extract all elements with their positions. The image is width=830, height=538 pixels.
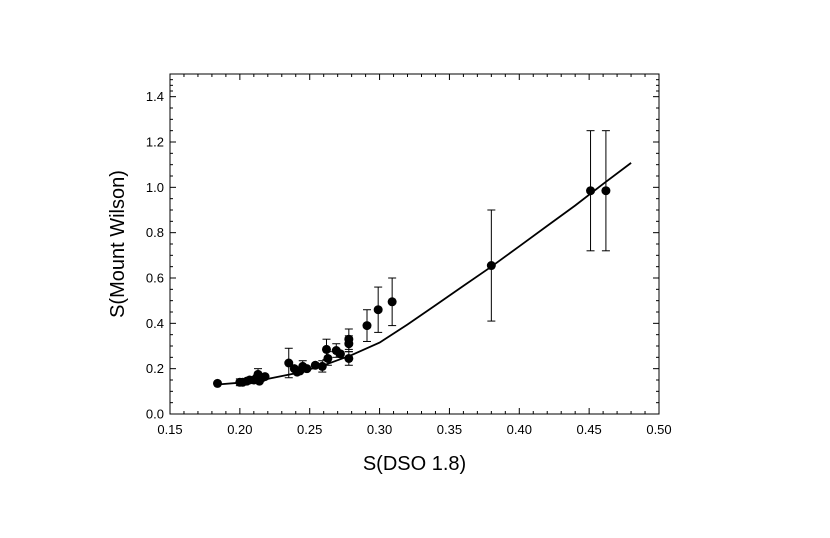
data-point — [335, 349, 345, 359]
data-point — [302, 364, 312, 374]
data-point — [601, 186, 611, 196]
x-tick-label: 0.45 — [576, 422, 601, 437]
y-tick-label: 1.0 — [146, 180, 164, 195]
error-bars — [235, 130, 610, 387]
y-tick-label: 0.8 — [146, 225, 164, 240]
fit-curve — [217, 162, 632, 386]
x-tick-label: 0.15 — [157, 422, 182, 437]
y-tick-label: 0.4 — [146, 316, 164, 331]
x-tick-label: 0.50 — [646, 422, 671, 437]
y-tick-label: 0.0 — [146, 407, 164, 422]
data-point — [373, 305, 383, 315]
x-tick-label: 0.25 — [297, 422, 322, 437]
y-axis-title: S(Mount Wilson) — [107, 170, 129, 318]
x-tick-label: 0.40 — [507, 422, 532, 437]
tick-labels: 0.15 0.20 0.25 0.30 0.35 0.40 0.45 0.50 0.0 0.2 0.… — [146, 89, 672, 437]
fit-curve-group — [217, 162, 632, 386]
data-point — [586, 186, 596, 196]
data-point — [321, 344, 331, 354]
data-point — [260, 372, 270, 382]
data-point — [310, 360, 320, 370]
data-point — [284, 358, 294, 368]
data-point — [344, 353, 354, 363]
x-axis-title: S(DSO 1.8) — [363, 453, 466, 475]
data-point — [344, 339, 354, 349]
data-point — [317, 361, 327, 371]
data-point — [323, 353, 333, 363]
data-points — [213, 186, 611, 388]
y-tick-label: 0.2 — [146, 361, 164, 376]
data-point — [362, 321, 372, 331]
x-tick-label: 0.20 — [227, 422, 252, 437]
y-tick-label: 1.2 — [146, 135, 164, 150]
y-tick-label: 1.4 — [146, 89, 164, 104]
plot-frame — [169, 73, 660, 415]
axis-ticks — [169, 74, 660, 415]
y-tick-label: 0.6 — [146, 271, 164, 286]
x-tick-label: 0.35 — [437, 422, 462, 437]
x-tick-label: 0.30 — [367, 422, 392, 437]
data-point — [486, 261, 496, 271]
data-point — [213, 378, 223, 388]
data-point — [387, 297, 397, 307]
